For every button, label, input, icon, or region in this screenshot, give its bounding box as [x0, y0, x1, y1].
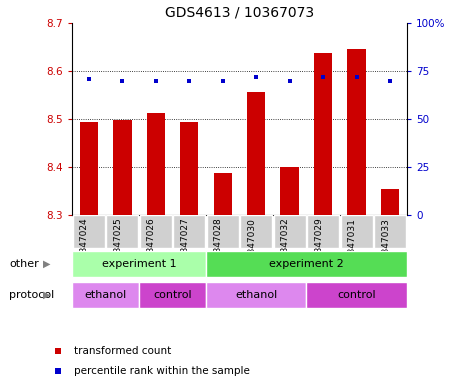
- Bar: [146, 113, 165, 215]
- FancyBboxPatch shape: [139, 282, 206, 308]
- FancyBboxPatch shape: [374, 215, 406, 248]
- Text: GSM847028: GSM847028: [214, 218, 223, 272]
- FancyBboxPatch shape: [72, 251, 206, 277]
- FancyBboxPatch shape: [340, 215, 373, 248]
- Text: ▶: ▶: [43, 290, 50, 300]
- FancyBboxPatch shape: [273, 215, 306, 248]
- Text: experiment 1: experiment 1: [102, 259, 176, 269]
- Text: GSM847025: GSM847025: [113, 218, 122, 272]
- Bar: [314, 53, 332, 215]
- FancyBboxPatch shape: [306, 282, 407, 308]
- Text: ▶: ▶: [43, 259, 50, 269]
- Bar: [381, 189, 399, 215]
- Bar: [347, 50, 366, 215]
- Bar: [280, 167, 299, 215]
- FancyBboxPatch shape: [240, 215, 272, 248]
- Text: GSM847030: GSM847030: [247, 218, 256, 273]
- Text: GSM847031: GSM847031: [348, 218, 357, 273]
- Text: control: control: [337, 290, 376, 300]
- Text: GSM847033: GSM847033: [381, 218, 390, 273]
- Text: GSM847032: GSM847032: [281, 218, 290, 272]
- Text: GSM847026: GSM847026: [147, 218, 156, 272]
- Text: ethanol: ethanol: [85, 290, 126, 300]
- Bar: [180, 122, 199, 215]
- Text: other: other: [9, 259, 39, 269]
- Text: GSM847024: GSM847024: [80, 218, 89, 272]
- FancyBboxPatch shape: [206, 282, 306, 308]
- Text: ethanol: ethanol: [235, 290, 277, 300]
- FancyBboxPatch shape: [72, 282, 139, 308]
- Text: transformed count: transformed count: [74, 346, 172, 356]
- Bar: [247, 92, 266, 215]
- FancyBboxPatch shape: [140, 215, 172, 248]
- FancyBboxPatch shape: [173, 215, 206, 248]
- FancyBboxPatch shape: [73, 215, 105, 248]
- Text: GSM847029: GSM847029: [314, 218, 323, 272]
- Bar: [80, 122, 98, 215]
- FancyBboxPatch shape: [206, 215, 239, 248]
- FancyBboxPatch shape: [206, 251, 407, 277]
- FancyBboxPatch shape: [106, 215, 139, 248]
- Bar: [113, 121, 132, 215]
- Title: GDS4613 / 10367073: GDS4613 / 10367073: [165, 5, 314, 19]
- FancyBboxPatch shape: [307, 215, 339, 248]
- Text: GSM847027: GSM847027: [180, 218, 189, 272]
- Text: experiment 2: experiment 2: [269, 259, 344, 269]
- Text: control: control: [153, 290, 192, 300]
- Bar: [213, 173, 232, 215]
- Text: percentile rank within the sample: percentile rank within the sample: [74, 366, 250, 376]
- Text: protocol: protocol: [9, 290, 54, 300]
